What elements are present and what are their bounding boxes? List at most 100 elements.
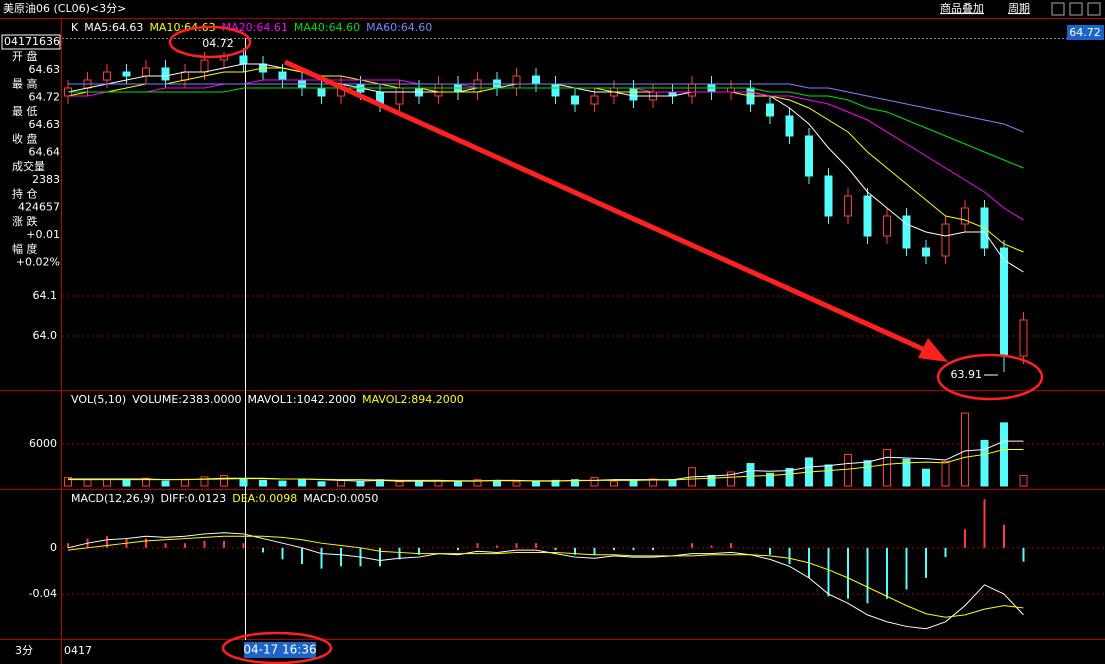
volume-bar: [1019, 474, 1028, 487]
last-price-box: [1067, 25, 1104, 40]
period-link[interactable]: 周期: [1008, 2, 1030, 15]
candle-body: [883, 215, 891, 237]
info-value: +0.01: [26, 228, 60, 241]
legend-entry: DEA:0.0098: [232, 492, 297, 505]
info-label: 最 高: [12, 77, 38, 91]
candle-body: [473, 79, 482, 93]
low-label: 63.91: [951, 368, 983, 381]
volume-bar: [766, 472, 774, 487]
volume-bar: [278, 480, 287, 487]
indicator-line: [68, 79, 1024, 221]
panel-header: K MA5:64.63 MA10:64.63 MA20:64.61 MA40:64.60…: [71, 21, 432, 34]
volume-bar: [64, 477, 72, 487]
legend-entry: MA40:64.60: [294, 21, 360, 34]
candle-body: [1000, 247, 1008, 357]
candle-body: [317, 87, 326, 97]
volume-bar: [395, 481, 404, 487]
indicator-line: [68, 449, 1024, 482]
period: 3分: [15, 644, 33, 657]
icon[interactable]: [1051, 2, 1065, 16]
volume-bar: [941, 460, 950, 487]
legend-entry: DIFF:0.0123: [161, 492, 227, 505]
volume-bar: [337, 479, 345, 487]
info-time-box: [1, 34, 61, 50]
volume-bar: [239, 478, 248, 487]
info-label: 收 盘: [12, 132, 38, 146]
volume-bar: [122, 479, 131, 487]
volume-bar: [571, 479, 579, 487]
legend-entry: MACD:0.0050: [303, 492, 378, 505]
candle-body: [512, 75, 521, 89]
volume-bar: [220, 474, 228, 487]
candle-body: [200, 59, 209, 73]
legend-entry: MAVOL2:894.2000: [362, 393, 464, 406]
info-time: 04171636: [4, 35, 60, 48]
volume-bar: [590, 477, 599, 487]
icon[interactable]: [1069, 2, 1083, 16]
candle-body: [1019, 319, 1028, 357]
highlight: [936, 353, 1044, 401]
candle-body: [142, 67, 150, 77]
volume-bar: [454, 480, 462, 487]
info-value: 2383: [32, 173, 60, 186]
candle-body: [922, 247, 930, 257]
candle-body: [122, 71, 131, 77]
panel-header: MACD(12,26,9) DIFF:0.0123 DEA:0.0098 MACD:0…: [71, 492, 378, 505]
candle-body: [785, 115, 794, 137]
cursor-time-box: [244, 642, 316, 658]
volume-bar: [298, 479, 306, 487]
volume-bar: [785, 467, 794, 487]
y-tick-label: 6000: [29, 437, 57, 450]
info-value: 424657: [18, 201, 60, 214]
legend-entry: MA60:64.60: [366, 21, 432, 34]
indicator-line: [67, 532, 1024, 630]
volume-bar: [727, 471, 735, 487]
arrow: [283, 59, 927, 353]
volume-bar: [844, 453, 852, 487]
info-value: +0.02%: [16, 256, 60, 269]
legend-entry: VOLUME:2383.0000: [132, 393, 241, 406]
y-tick-label: 64.1: [33, 289, 58, 302]
candle-body: [181, 71, 189, 81]
volume-bar: [1000, 422, 1008, 487]
candle-body: [629, 87, 638, 101]
candle-body: [239, 55, 248, 65]
legend-entry: VOL(5,10): [71, 393, 126, 406]
volume-bar: [824, 464, 833, 487]
info-label: 成交量: [12, 159, 45, 173]
legend-entry: MACD(12,26,9): [71, 492, 155, 505]
candle-body: [278, 71, 287, 81]
overlay-link[interactable]: 商品叠加: [940, 1, 984, 15]
y-tick-label: 0: [50, 541, 57, 554]
volume-bar: [83, 479, 92, 487]
volume-bar: [863, 460, 872, 487]
time-start: 0417: [64, 644, 92, 657]
candle-body: [395, 87, 404, 105]
volume-bar: [512, 481, 521, 487]
volume-bar: [415, 480, 423, 487]
volume-bar: [961, 412, 969, 487]
candle-body: [103, 71, 111, 81]
volume-bar: [142, 477, 150, 487]
candle-body: [727, 87, 735, 93]
indicator-line: [67, 63, 1024, 273]
volume-bar: [532, 480, 540, 487]
legend-entry: MA20:64.61: [222, 21, 288, 34]
indicator-line: [67, 535, 1024, 618]
legend-entry: K: [71, 21, 79, 34]
top-bar: [0, 0, 1105, 18]
indicator-line: [68, 83, 1024, 133]
volume-bar: [259, 479, 267, 487]
high-label: 04.72: [202, 37, 234, 50]
candle-body: [941, 223, 950, 257]
candle-body: [434, 83, 443, 97]
legend-entry: MA5:64.63: [84, 21, 143, 34]
info-label: 幅 度: [12, 242, 38, 256]
highlight: [168, 25, 252, 59]
icon[interactable]: [1087, 2, 1101, 16]
volume-bar: [668, 479, 677, 487]
info-value: 64.64: [29, 146, 61, 159]
info-label: 最 低: [12, 105, 38, 118]
volume-bar: [980, 439, 989, 487]
